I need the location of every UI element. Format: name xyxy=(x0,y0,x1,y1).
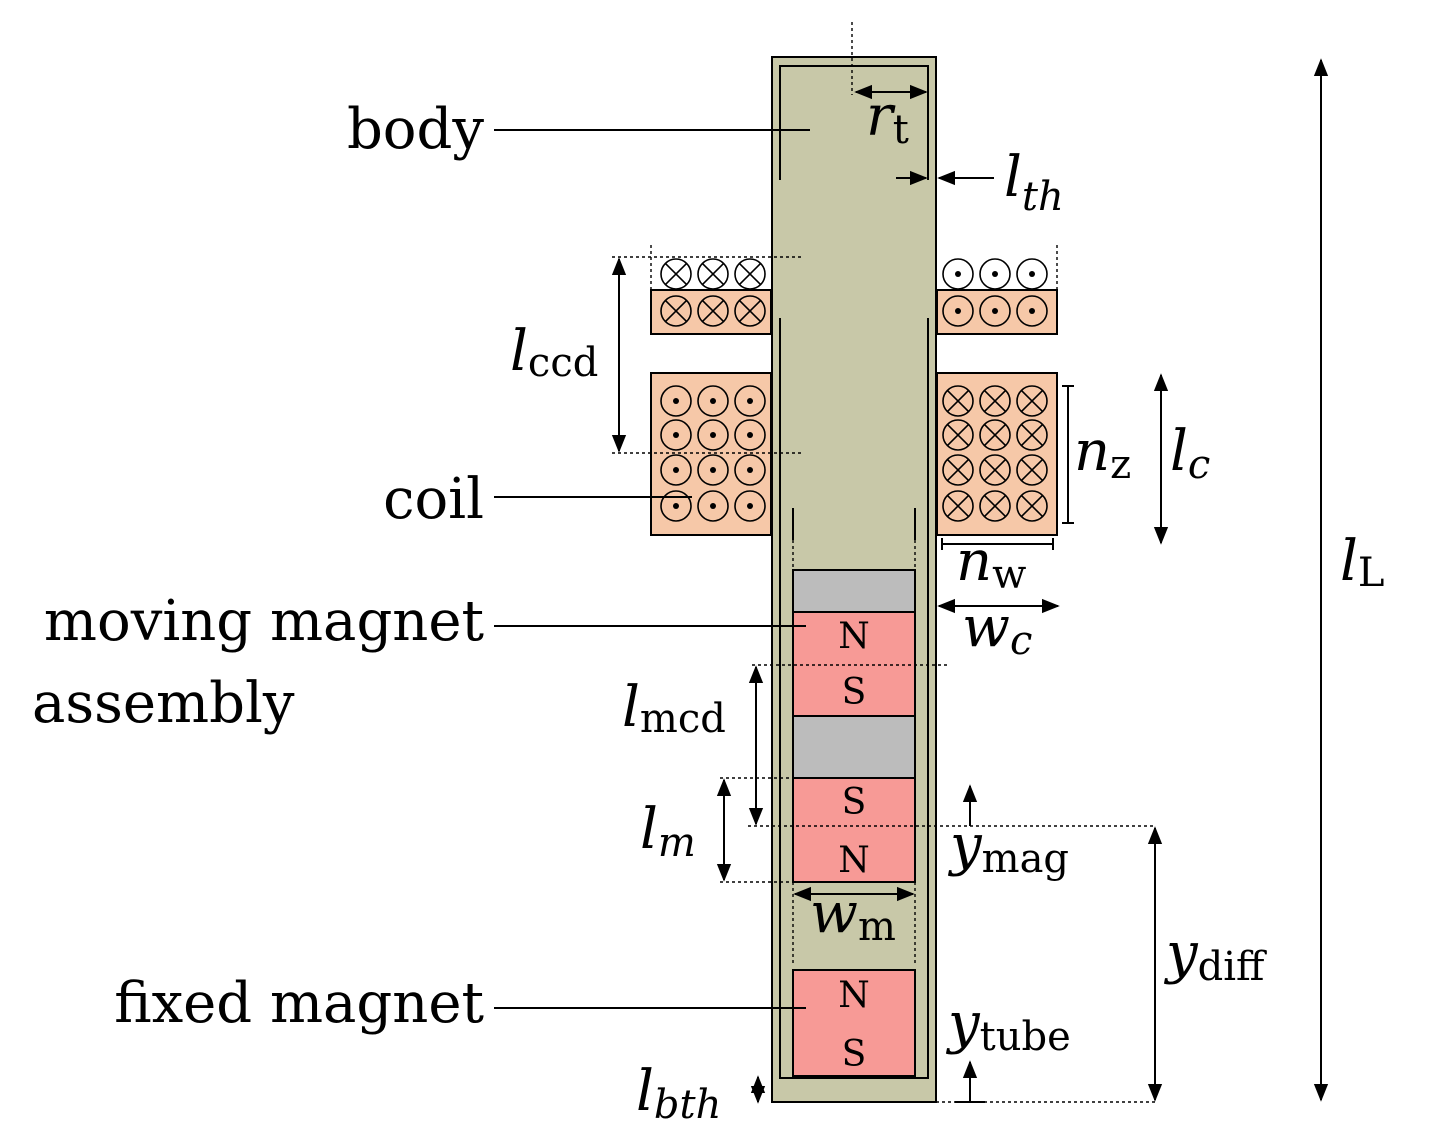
rt-dim-label: rt xyxy=(866,84,909,153)
lccd-dim-label: lccd xyxy=(510,319,598,386)
moving-magnet-top xyxy=(792,611,916,717)
main-left-coil xyxy=(650,372,772,536)
fixed-magnet-label: fixed magnet xyxy=(114,971,484,1036)
pole-label: N xyxy=(838,840,870,881)
wm-dim-label: wm xyxy=(810,881,896,950)
lL-dim-label: lL xyxy=(1340,529,1384,596)
nz-dim-label: nz xyxy=(1074,419,1131,488)
lth-dim-label: lth xyxy=(1004,145,1064,220)
lbth-dim-label: lbth xyxy=(636,1059,721,1128)
spacer-top xyxy=(792,569,916,613)
lm-dim-label: lm xyxy=(640,797,696,866)
lc-dim-label: lc xyxy=(1170,419,1210,488)
wc-dim-label: wc xyxy=(962,595,1032,664)
current-into-page-icon xyxy=(697,258,729,290)
ydiff-dim-label: ydiff xyxy=(1163,921,1267,990)
pole-label: N xyxy=(838,975,870,1016)
current-into-page-icon xyxy=(734,258,766,290)
coil-label: coil xyxy=(383,467,484,532)
pole-label: N xyxy=(838,616,870,657)
pole-label: S xyxy=(842,1034,867,1075)
moving-magnet-label-2: assembly xyxy=(32,671,295,736)
current-into-page-icon xyxy=(660,258,692,290)
pole-label: S xyxy=(842,672,867,713)
moving-magnet-bottom xyxy=(792,777,916,883)
lmcd-dim-label: lmcd xyxy=(622,675,726,742)
body-fill-inner xyxy=(782,318,926,568)
fixed-magnet xyxy=(792,969,916,1077)
ymag-dim-label: ymag xyxy=(947,813,1069,882)
body-label: body xyxy=(347,97,484,162)
body-fill xyxy=(774,180,934,318)
moving-magnet-label: moving magnet xyxy=(44,589,485,654)
pole-label: S xyxy=(842,782,867,823)
nw-dim-label: nw xyxy=(956,529,1026,598)
current-out-of-page-icon xyxy=(979,258,1011,290)
ytube-dim-label: ytube xyxy=(945,991,1071,1060)
current-out-of-page-icon xyxy=(942,258,974,290)
current-out-of-page-icon xyxy=(1016,258,1048,290)
spacer-mid xyxy=(792,715,916,779)
